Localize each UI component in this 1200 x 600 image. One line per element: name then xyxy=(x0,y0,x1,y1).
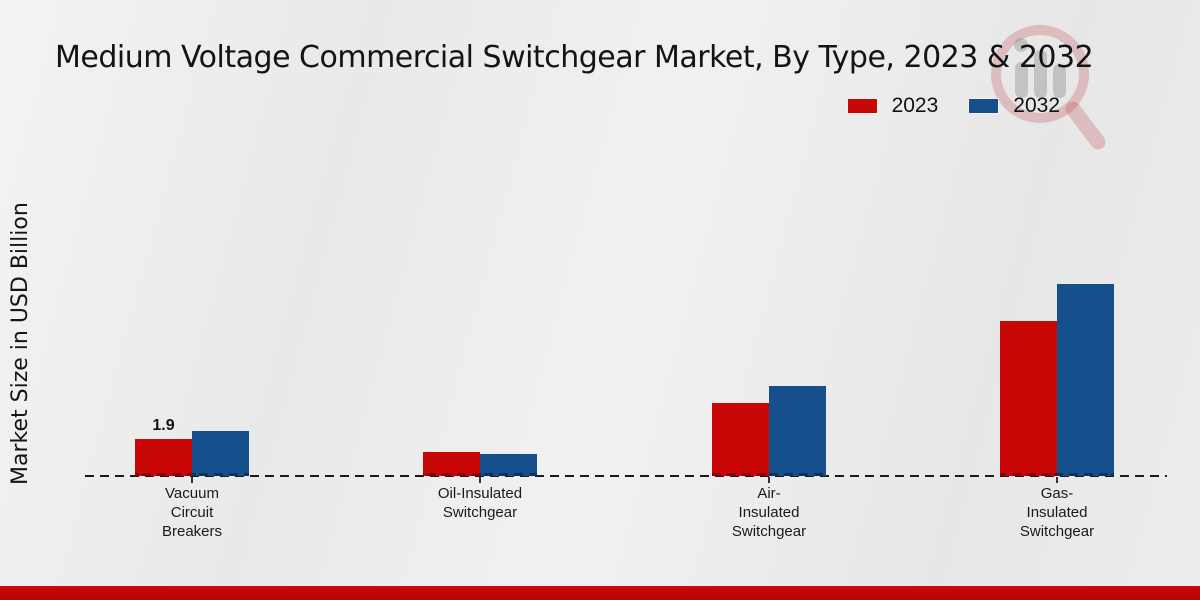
category-label-line: Air- xyxy=(757,485,781,502)
bar-2023-air-insulated-switchgear xyxy=(712,403,769,476)
baseline-dash-overlay xyxy=(423,473,480,476)
legend-item-2032: 2032 xyxy=(968,94,1060,118)
baseline-dash-overlay xyxy=(135,473,192,476)
baseline-dash-overlay xyxy=(480,473,537,476)
x-axis-baseline xyxy=(85,475,1167,477)
category-label-line: Insulated xyxy=(738,504,800,521)
baseline-dash-overlay xyxy=(1000,473,1057,476)
category-label-line: Switchgear xyxy=(442,504,518,521)
legend: 2023 2032 xyxy=(846,94,1060,118)
bar-2023-oil-insulated-switchgear xyxy=(423,452,480,476)
legend-swatch-2023 xyxy=(846,98,878,114)
x-axis-tick-gas-insulated-switchgear xyxy=(1056,477,1058,483)
bar-2032-vacuum-circuit-breakers xyxy=(192,431,249,476)
bar-2032-oil-insulated-switchgear xyxy=(480,454,537,476)
magnifier-bar-chart-watermark xyxy=(991,25,1106,150)
legend-label-2023: 2023 xyxy=(891,94,939,117)
baseline-dash-overlay xyxy=(712,473,769,476)
category-label-line: Switchgear xyxy=(731,523,807,540)
baseline-dash-overlay xyxy=(1057,473,1114,476)
category-label-line: Insulated xyxy=(1026,504,1088,521)
chart-title: Medium Voltage Commercial Switchgear Mar… xyxy=(55,40,1094,75)
legend-swatch-2032 xyxy=(968,98,1000,114)
category-label-oil-insulated-switchgear: Oil-Insulated Switchgear xyxy=(395,484,565,522)
bottom-red-strip xyxy=(0,586,1200,600)
y-axis-label: Market Size in USD Billion xyxy=(8,202,33,486)
category-label-gas-insulated-switchgear: Gas- Insulated Switchgear xyxy=(972,484,1142,541)
value-label-2023-vacuum-circuit-breakers: 1.9 xyxy=(152,417,175,434)
bar-2023-gas-insulated-switchgear xyxy=(1000,321,1057,476)
baseline-dash-overlay xyxy=(769,473,826,476)
bar-2023-vacuum-circuit-breakers xyxy=(135,439,192,476)
category-label-line: Circuit xyxy=(170,504,214,521)
category-label-line: Breakers xyxy=(161,523,223,540)
category-label-line: Vacuum xyxy=(165,485,219,502)
bar-2032-gas-insulated-switchgear xyxy=(1057,284,1114,476)
legend-item-2023: 2023 xyxy=(846,94,939,118)
category-label-line: Switchgear xyxy=(1019,523,1095,540)
legend-label-2032: 2032 xyxy=(1013,94,1060,117)
category-label-line: Oil-Insulated xyxy=(437,485,523,502)
category-label-air-insulated-switchgear: Air- Insulated Switchgear xyxy=(684,484,854,541)
x-axis-tick-oil-insulated-switchgear xyxy=(479,477,481,483)
x-axis-tick-vacuum-circuit-breakers xyxy=(191,477,193,483)
category-label-vacuum-circuit-breakers: Vacuum Circuit Breakers xyxy=(107,484,277,541)
x-axis-tick-air-insulated-switchgear xyxy=(768,477,770,483)
category-label-line: Gas- xyxy=(1040,485,1074,502)
bar-2032-air-insulated-switchgear xyxy=(769,386,826,476)
baseline-dash-overlay xyxy=(192,473,249,476)
